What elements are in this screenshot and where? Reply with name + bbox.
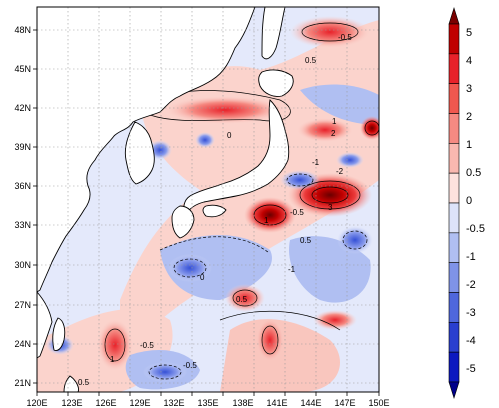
y-tick-label: 24N <box>14 339 31 349</box>
colorbar-labels: 5 4 3 2 1 0.5 0 -0.5 -1 -2 -3 -4 -5 <box>466 27 485 375</box>
colorbar-bin <box>448 53 460 84</box>
y-axis-labels: 48N 45N 42N 39N 36N 33N 30N 27N 24N 21N <box>14 25 31 388</box>
map-frame <box>36 6 380 393</box>
colorbar-bin <box>448 83 460 114</box>
x-tick-label: 120E <box>26 398 47 408</box>
colorbar-bin <box>448 172 460 204</box>
colorbar-bin <box>448 381 460 400</box>
colorbar-label: -3 <box>466 307 476 319</box>
colorbar-label: 1 <box>466 139 472 151</box>
y-tick-label: 48N <box>14 25 31 35</box>
colorbar-label: 0.5 <box>466 167 481 179</box>
y-tick-label: 45N <box>14 64 31 74</box>
contour-label: 0 <box>200 273 205 282</box>
colorbar <box>448 6 460 400</box>
x-tick-label: 150E <box>368 398 389 408</box>
contour-label: 0.5 <box>78 378 90 387</box>
colorbar-label: -1 <box>466 251 476 263</box>
contour-label: 0.5 <box>236 295 248 304</box>
x-tick-label: 144E <box>300 398 321 408</box>
colorbar-label: 0 <box>466 195 472 207</box>
colorbar-bin <box>448 351 460 383</box>
colorbar-bin <box>448 232 460 263</box>
contour-label: 3 <box>328 203 333 212</box>
colorbar-label: -0.5 <box>466 223 485 235</box>
graticule <box>37 7 379 392</box>
colorbar-bin <box>448 262 460 293</box>
colorbar-bin <box>448 6 460 25</box>
colorbar-label: -2 <box>466 279 476 291</box>
x-tick-label: 129E <box>129 398 150 408</box>
x-tick-label: 132E <box>163 398 184 408</box>
colorbar-label: 4 <box>466 55 472 67</box>
colorbar-bin <box>448 143 460 174</box>
tick-marks <box>33 29 380 396</box>
contour-label: -1 <box>312 158 320 167</box>
colorbar-label: -4 <box>466 335 476 347</box>
x-axis-labels: 120E 123E 126E 129E 132E 135E 138E 141E … <box>26 398 389 408</box>
colorbar-bin <box>448 292 460 323</box>
y-tick-label: 39N <box>14 142 31 152</box>
contour-label: 1 <box>110 355 115 364</box>
contour-label: -0.5 <box>338 33 352 42</box>
contour-label: 0.5 <box>300 236 312 245</box>
contour-label: 2 <box>331 129 336 138</box>
x-tick-label: 123E <box>61 398 82 408</box>
colorbar-bin <box>448 113 460 144</box>
y-tick-label: 33N <box>14 220 31 230</box>
x-tick-label: 135E <box>197 398 218 408</box>
contour-label: -1 <box>288 265 296 274</box>
contour-label: 1 <box>332 117 337 126</box>
x-tick-label: 138E <box>232 398 253 408</box>
x-tick-label: 141E <box>266 398 287 408</box>
y-tick-label: 27N <box>14 300 31 310</box>
contour-label: -2 <box>336 167 344 176</box>
landmass <box>37 7 294 392</box>
contour-label: 0.5 <box>305 56 317 65</box>
contour-label: -0.5 <box>140 341 154 350</box>
colorbar-label: 5 <box>466 27 472 39</box>
negative-contours <box>148 173 368 380</box>
colorbar-label: -5 <box>466 363 476 375</box>
colorbar-label: 2 <box>466 111 472 123</box>
y-tick-label: 30N <box>14 260 31 270</box>
colorbar-bin <box>448 202 460 234</box>
contour-label: 0 <box>227 131 232 140</box>
contour-lines <box>104 22 379 362</box>
y-tick-label: 42N <box>14 103 31 113</box>
colorbar-label: 3 <box>466 83 472 95</box>
x-tick-label: 126E <box>95 398 116 408</box>
colorbar-bin <box>448 23 460 55</box>
contour-label-group: -0.5 0.5 1 -1 0 2 -2 3 -0.5 0.5 1 -1 0.5… <box>78 33 352 387</box>
y-tick-label: 21N <box>14 378 31 388</box>
contour-label: 1 <box>264 216 269 225</box>
colorbar-bin <box>448 322 460 353</box>
contour-label: -0.5 <box>183 361 197 370</box>
x-tick-label: 147E <box>334 398 355 408</box>
anomaly-field <box>37 7 379 392</box>
y-tick-label: 36N <box>14 181 31 191</box>
contour-label: -0.5 <box>290 208 304 217</box>
